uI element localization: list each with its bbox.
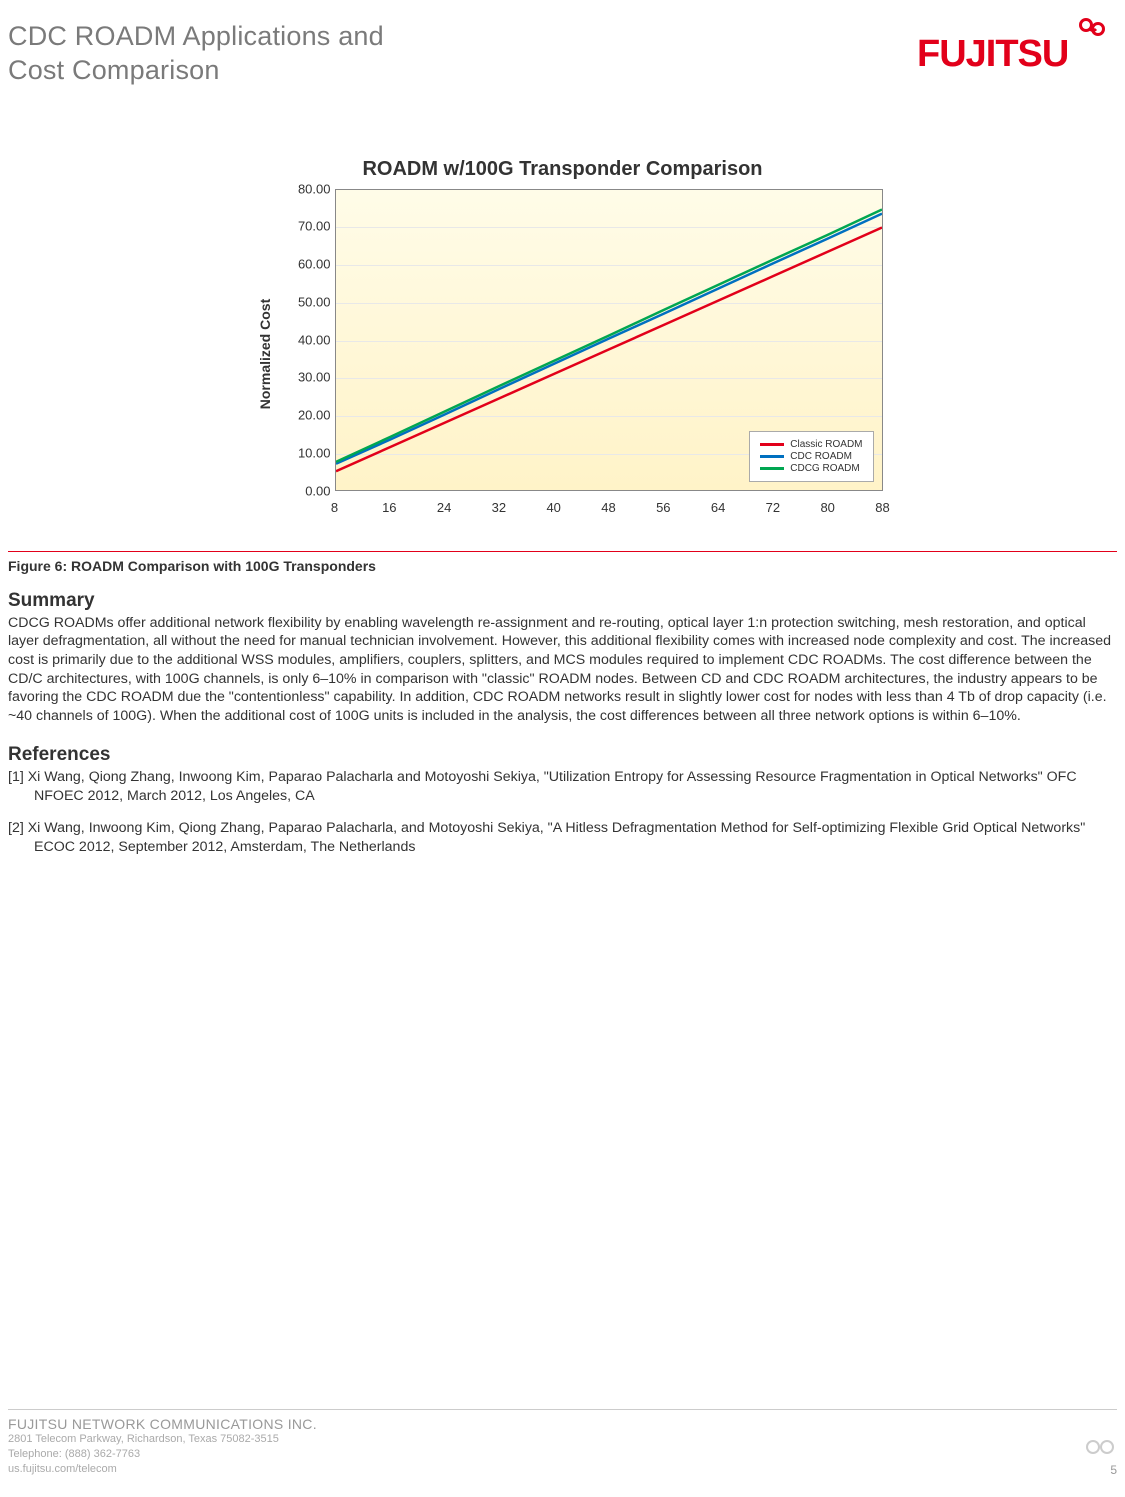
- footer-telephone: Telephone: (888) 362-7763: [8, 1447, 1117, 1462]
- legend-swatch: [760, 467, 784, 470]
- x-tick-label: 32: [492, 500, 506, 515]
- chart-legend: Classic ROADMCDC ROADMCDCG ROADM: [749, 431, 873, 482]
- page-footer: FUJITSU NETWORK COMMUNICATIONS INC. 2801…: [8, 1409, 1117, 1477]
- page-number: 5: [1083, 1463, 1117, 1477]
- y-tick-label: 50.00: [283, 294, 331, 309]
- x-tick-label: 24: [437, 500, 451, 515]
- x-tick-label: 64: [711, 500, 725, 515]
- legend-label: CDCG ROADM: [790, 463, 859, 474]
- x-tick-label: 48: [601, 500, 615, 515]
- page-header: CDC ROADM Applications and Cost Comparis…: [8, 20, 1117, 88]
- x-tick-label: 16: [382, 500, 396, 515]
- y-tick-label: 70.00: [283, 219, 331, 234]
- footer-address-1: 2801 Telecom Parkway, Richardson, Texas …: [8, 1432, 1117, 1447]
- legend-label: CDC ROADM: [790, 451, 852, 462]
- legend-item: CDCG ROADM: [760, 463, 862, 474]
- y-tick-label: 30.00: [283, 370, 331, 385]
- chart-title: ROADM w/100G Transponder Comparison: [243, 158, 883, 181]
- x-tick-label: 40: [546, 500, 560, 515]
- summary-text: CDCG ROADMs offer additional network fle…: [8, 614, 1117, 726]
- chart-container: ROADM w/100G Transponder Comparison Norm…: [243, 158, 883, 519]
- y-tick-label: 10.00: [283, 445, 331, 460]
- footer-url: us.fujitsu.com/telecom: [8, 1462, 1117, 1477]
- figure-caption: Figure 6: ROADM Comparison with 100G Tra…: [8, 551, 1117, 574]
- x-tick-label: 88: [875, 500, 889, 515]
- reference-2: [2] Xi Wang, Inwoong Kim, Qiong Zhang, P…: [8, 819, 1117, 856]
- title-line-1: CDC ROADM Applications and: [8, 20, 384, 54]
- legend-swatch: [760, 443, 784, 446]
- title-line-2: Cost Comparison: [8, 54, 384, 88]
- footer-company: FUJITSU NETWORK COMMUNICATIONS INC.: [8, 1416, 1117, 1432]
- series-line: [336, 213, 882, 463]
- y-tick-label: 40.00: [283, 332, 331, 347]
- reference-1: [1] Xi Wang, Qiong Zhang, Inwoong Kim, P…: [8, 768, 1117, 805]
- x-tick-label: 80: [820, 500, 834, 515]
- chart-box: Normalized Cost 0.0010.0020.0030.0040.00…: [283, 189, 883, 519]
- references-heading: References: [8, 744, 1117, 766]
- fujitsu-logo: FUJITSU: [917, 16, 1117, 77]
- legend-swatch: [760, 455, 784, 458]
- y-tick-label: 20.00: [283, 408, 331, 423]
- infinity-icon: [1083, 1438, 1117, 1461]
- chart-plot-area: Classic ROADMCDC ROADMCDCG ROADM: [335, 189, 883, 491]
- y-tick-label: 80.00: [283, 181, 331, 196]
- chart-ylabel: Normalized Cost: [257, 298, 273, 408]
- x-tick-label: 56: [656, 500, 670, 515]
- x-tick-label: 8: [331, 500, 338, 515]
- y-tick-label: 0.00: [283, 483, 331, 498]
- legend-item: Classic ROADM: [760, 439, 862, 450]
- document-title: CDC ROADM Applications and Cost Comparis…: [8, 20, 384, 88]
- legend-item: CDC ROADM: [760, 451, 862, 462]
- x-tick-label: 72: [766, 500, 780, 515]
- svg-text:FUJITSU: FUJITSU: [917, 33, 1068, 72]
- legend-label: Classic ROADM: [790, 439, 862, 450]
- summary-heading: Summary: [8, 590, 1117, 612]
- series-line: [336, 209, 882, 461]
- y-tick-label: 60.00: [283, 257, 331, 272]
